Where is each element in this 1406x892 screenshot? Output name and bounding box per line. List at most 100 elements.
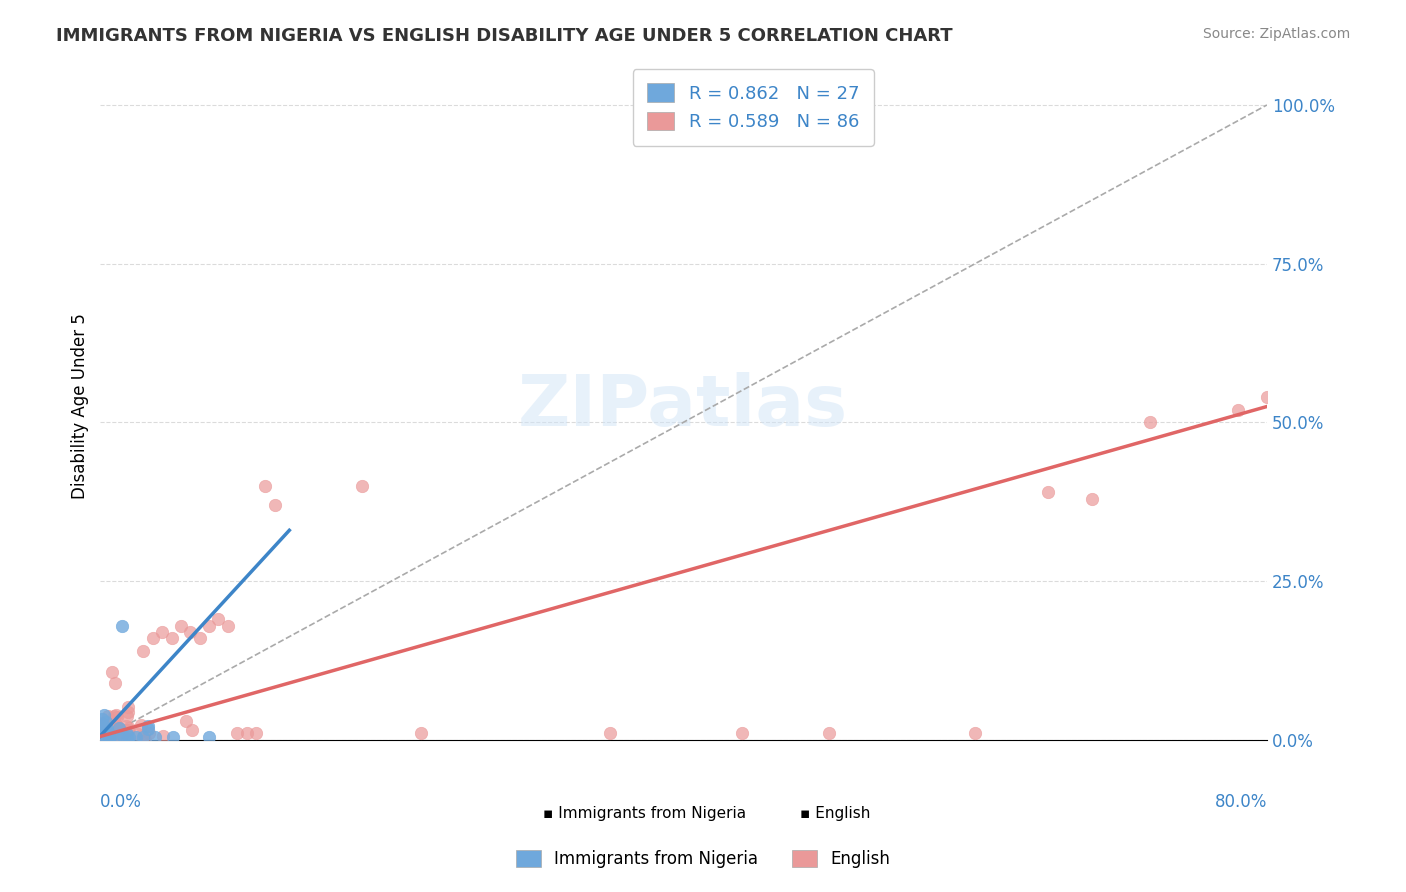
- Point: [409, 726, 432, 740]
- Point: [117, 709, 139, 723]
- Point: [207, 612, 229, 626]
- Point: [103, 709, 125, 723]
- Point: [100, 722, 122, 736]
- Point: [235, 726, 257, 740]
- Point: [114, 719, 136, 733]
- Point: [110, 726, 132, 740]
- Point: [599, 726, 621, 740]
- Point: [114, 723, 136, 738]
- Point: [112, 729, 135, 743]
- Point: [97, 718, 120, 732]
- Point: [104, 727, 127, 741]
- Point: [143, 730, 166, 744]
- Point: [134, 732, 156, 747]
- Point: [1139, 416, 1161, 430]
- Point: [162, 730, 184, 744]
- Text: 80.0%: 80.0%: [1215, 793, 1267, 811]
- Point: [125, 730, 148, 744]
- Point: [254, 479, 277, 493]
- Point: [96, 723, 118, 737]
- Point: [91, 719, 114, 733]
- Point: [115, 731, 138, 746]
- Point: [138, 726, 160, 740]
- Point: [198, 618, 221, 632]
- Legend: R = 0.862   N = 27, R = 0.589   N = 86: R = 0.862 N = 27, R = 0.589 N = 86: [633, 69, 873, 145]
- Point: [104, 708, 127, 723]
- Point: [117, 699, 139, 714]
- Point: [108, 721, 131, 735]
- Point: [94, 719, 117, 733]
- Point: [110, 618, 132, 632]
- Point: [818, 726, 841, 740]
- Point: [93, 723, 115, 737]
- Point: [150, 624, 173, 639]
- Point: [104, 731, 127, 745]
- Point: [170, 618, 193, 632]
- Point: [105, 710, 128, 724]
- Point: [263, 498, 285, 512]
- Point: [136, 719, 159, 733]
- Point: [104, 676, 127, 690]
- Point: [118, 722, 141, 736]
- Point: [965, 726, 987, 740]
- Point: [97, 723, 120, 737]
- Point: [97, 731, 120, 746]
- Point: [152, 729, 174, 743]
- Text: Source: ZipAtlas.com: Source: ZipAtlas.com: [1202, 27, 1350, 41]
- Point: [100, 731, 122, 745]
- Point: [179, 624, 201, 639]
- Point: [90, 717, 112, 731]
- Point: [91, 712, 114, 726]
- Point: [160, 631, 183, 645]
- Point: [136, 723, 159, 737]
- Point: [127, 727, 149, 741]
- Point: [103, 730, 125, 744]
- Point: [132, 644, 155, 658]
- Point: [98, 727, 121, 741]
- Point: [101, 731, 124, 745]
- Point: [94, 715, 117, 730]
- Point: [94, 732, 117, 747]
- Point: [1256, 390, 1278, 404]
- Point: [174, 714, 197, 729]
- Point: [103, 714, 125, 729]
- Point: [91, 730, 114, 744]
- Y-axis label: Disability Age Under 5: Disability Age Under 5: [72, 314, 89, 500]
- Text: ▪ English: ▪ English: [800, 806, 870, 822]
- Point: [97, 724, 120, 739]
- Point: [226, 726, 249, 740]
- Point: [115, 727, 138, 741]
- Point: [114, 729, 136, 743]
- Point: [100, 730, 122, 744]
- Point: [132, 730, 155, 744]
- Text: ▪ Immigrants from Nigeria: ▪ Immigrants from Nigeria: [543, 806, 747, 822]
- Point: [110, 726, 132, 740]
- Point: [96, 722, 118, 736]
- Point: [97, 709, 120, 723]
- Point: [101, 727, 124, 741]
- Point: [98, 732, 121, 747]
- Point: [245, 726, 267, 740]
- Point: [91, 728, 114, 742]
- Point: [730, 726, 752, 740]
- Point: [101, 722, 124, 736]
- Point: [198, 730, 221, 744]
- Point: [97, 727, 120, 741]
- Point: [117, 706, 139, 720]
- Point: [96, 722, 118, 736]
- Point: [129, 718, 152, 732]
- Point: [1036, 485, 1059, 500]
- Point: [96, 728, 118, 742]
- Point: [93, 707, 115, 722]
- Point: [117, 723, 139, 737]
- Point: [1081, 491, 1104, 506]
- Point: [118, 730, 141, 744]
- Point: [90, 716, 112, 731]
- Point: [97, 727, 120, 741]
- Point: [105, 718, 128, 732]
- Point: [217, 618, 239, 632]
- Point: [1226, 402, 1249, 417]
- Point: [132, 728, 155, 742]
- Point: [110, 723, 132, 738]
- Text: IMMIGRANTS FROM NIGERIA VS ENGLISH DISABILITY AGE UNDER 5 CORRELATION CHART: IMMIGRANTS FROM NIGERIA VS ENGLISH DISAB…: [56, 27, 953, 45]
